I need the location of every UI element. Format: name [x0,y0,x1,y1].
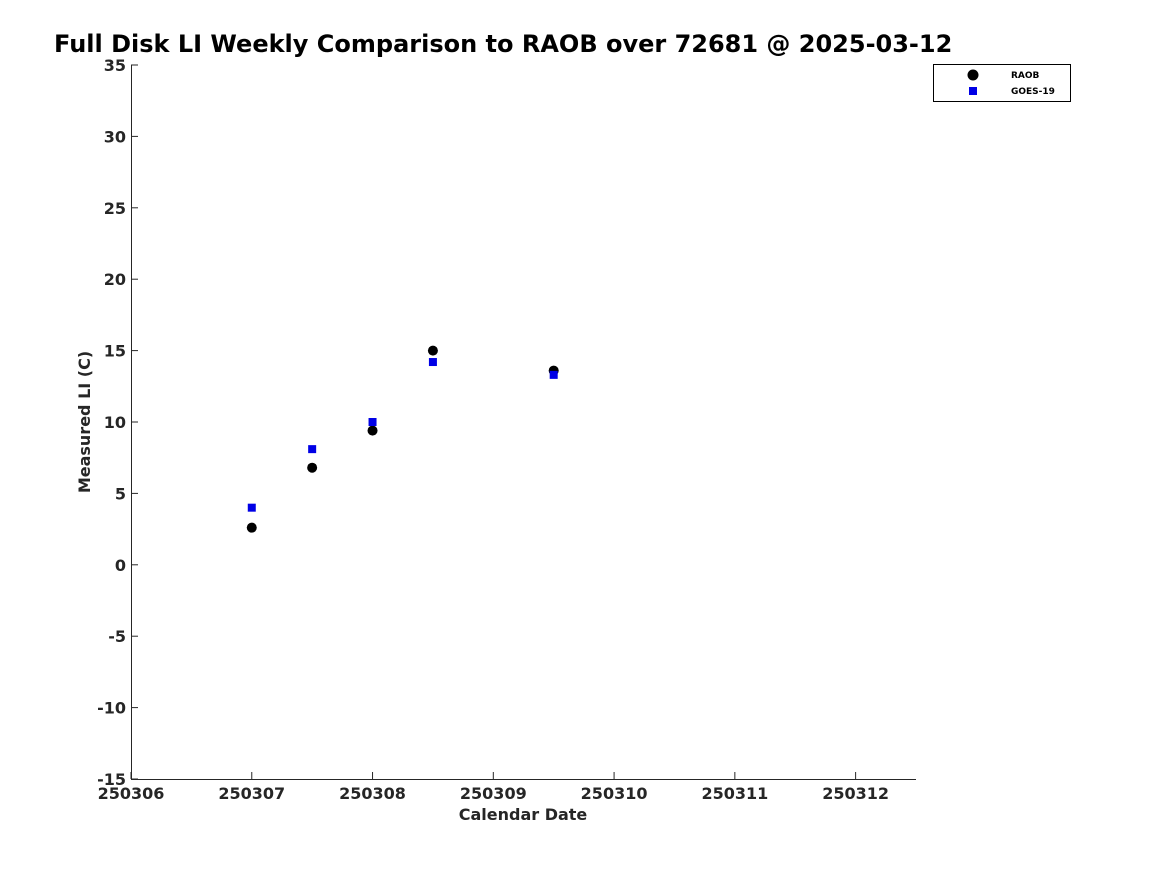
legend-box [933,64,1071,102]
legend-label-goes-19: GOES-19 [1011,87,1055,97]
legend-label-raob: RAOB [1011,71,1040,81]
y-ticks: 35 30 25 20 15 10 5 0 -5 -10 -15 [97,56,138,789]
x-tick-label: 250309 [460,784,527,803]
point-raob [367,425,378,436]
y-tick-label: 20 [104,270,126,289]
x-tick-label: 250308 [339,784,406,803]
x-axis-label: Calendar Date [459,805,588,824]
plot-axes [131,65,916,780]
x-tick-label: 250310 [581,784,648,803]
data-points [246,345,559,533]
legend-marker-goes-19 [969,87,977,95]
y-tick-label: 25 [104,199,126,218]
legend: RAOB GOES-19 [933,64,1071,102]
x-ticks: 250306 250307 250308 250309 250310 250311 2503… [98,772,889,803]
x-tick-label: 250306 [98,784,165,803]
chart-title: Full Disk LI Weekly Comparison to RAOB o… [54,30,952,58]
point-goes-19 [247,503,256,512]
y-tick-label: 0 [115,556,126,575]
point-raob [427,345,438,356]
x-tick-label: 250307 [218,784,285,803]
y-tick-label: 30 [104,127,126,146]
y-axis-label: Measured LI (C) [75,351,94,493]
legend-marker-raob [967,69,979,81]
point-raob [307,462,318,473]
point-goes-19 [308,445,317,454]
y-tick-label: -10 [97,699,126,718]
y-tick-label: 5 [115,484,126,503]
x-tick-label: 250312 [822,784,889,803]
y-tick-label: -15 [97,770,126,789]
y-tick-label: 10 [104,413,126,432]
point-goes-19 [428,358,437,367]
x-tick-label: 250311 [701,784,768,803]
y-tick-label: -5 [108,627,126,646]
point-goes-19 [368,418,377,426]
y-tick-label: 15 [104,342,126,361]
point-goes-19 [549,370,558,379]
y-tick-label: 35 [104,56,126,75]
point-raob [246,522,257,533]
